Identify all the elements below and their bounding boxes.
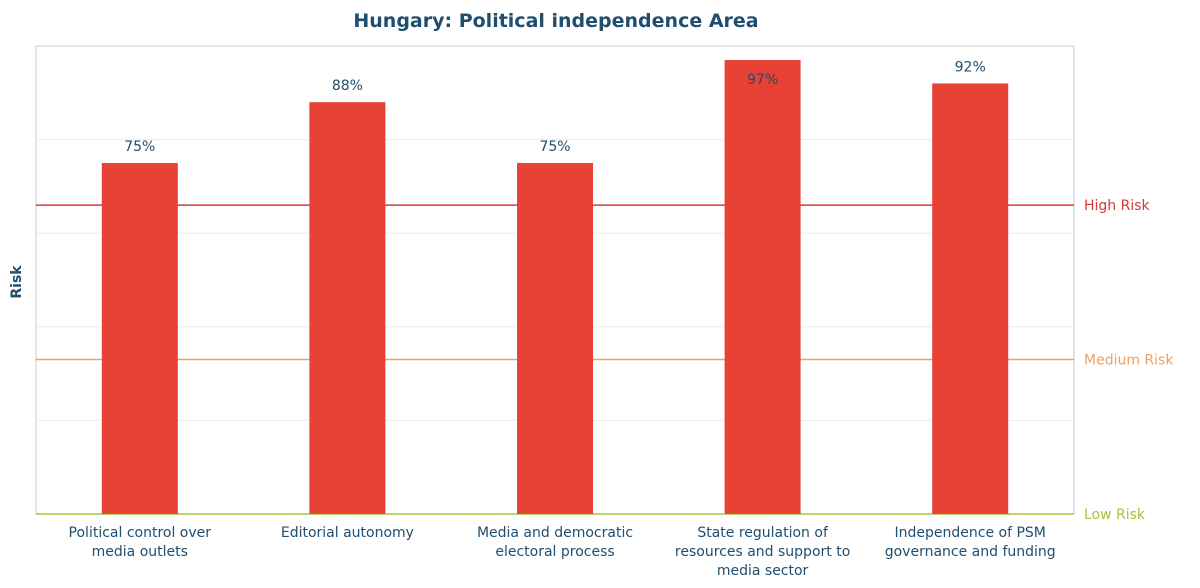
bar <box>517 163 593 514</box>
bar <box>932 83 1009 514</box>
data-label: 75% <box>539 139 570 155</box>
threshold-label-medium-risk: Medium Risk <box>1084 353 1174 369</box>
category-label: Independence of PSM <box>895 525 1046 541</box>
y-axis-label: Risk <box>9 265 25 299</box>
data-label: 75% <box>124 139 155 155</box>
data-label: 92% <box>955 59 986 75</box>
category-label: electoral process <box>495 544 614 560</box>
category-label: media sector <box>717 563 809 579</box>
category-label: media outlets <box>92 544 188 560</box>
category-labels: Political control over media outlets Edito… <box>69 525 1056 579</box>
category-label: governance and funding <box>885 544 1056 560</box>
category-label: Editorial autonomy <box>281 525 414 541</box>
bar <box>309 102 386 514</box>
bars <box>101 60 1009 514</box>
data-label: 88% <box>332 78 363 94</box>
data-label: 97% <box>747 72 778 88</box>
bar <box>724 60 801 514</box>
category-label: State regulation of <box>697 525 829 541</box>
data-labels: 75% 88% 75% 97% 92% <box>124 59 986 155</box>
threshold-label-high-risk: High Risk <box>1084 198 1151 214</box>
bar <box>101 163 178 514</box>
threshold-label-low-risk: Low Risk <box>1084 507 1146 523</box>
category-label: Political control over <box>69 525 212 541</box>
category-label: Media and democratic <box>477 525 633 541</box>
category-label: resources and support to <box>675 544 850 560</box>
chart-title: Hungary: Political independence Area <box>353 10 758 32</box>
